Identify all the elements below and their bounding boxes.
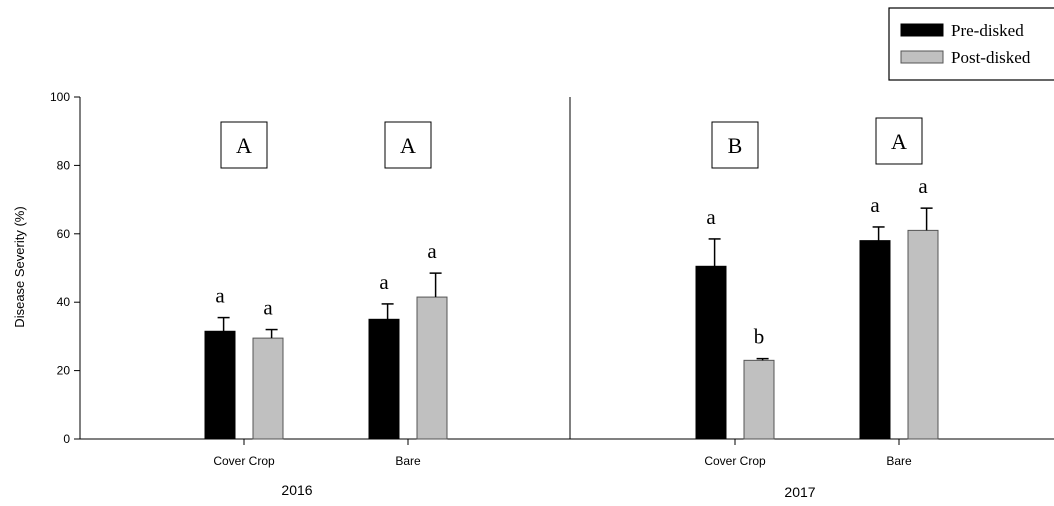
significance-letter: a: [215, 284, 225, 308]
legend: Pre-disked Post-disked: [888, 7, 1054, 81]
y-tick-label: 100: [50, 90, 70, 104]
significance-letter: a: [379, 270, 389, 294]
group-letter-box: [711, 121, 759, 169]
legend-box: [888, 7, 1054, 81]
bar: [695, 265, 727, 440]
significance-letter: a: [870, 193, 880, 217]
bar: [743, 359, 775, 440]
bars: [204, 207, 939, 440]
legend-label: Pre-disked: [951, 21, 1024, 40]
group-letter-box: [220, 121, 268, 169]
y-tick-label: 20: [57, 364, 71, 378]
panel-label: 2017: [784, 484, 815, 500]
y-tick-label: 60: [57, 227, 71, 241]
y-tick-label: 40: [57, 295, 71, 309]
labels: Cover Crop Aa a Bare Aa a 2016 Cover Crop Ba b Bar…: [213, 117, 928, 500]
x-tick-label: Cover Crop: [704, 454, 766, 468]
bar: [907, 229, 939, 440]
legend-swatch: [900, 23, 944, 37]
panel-label: 2016: [281, 482, 312, 498]
axes: 0 20 40 60 80 100: [50, 90, 1054, 446]
x-tick-label: Bare: [886, 454, 912, 468]
group-letter: B: [728, 133, 743, 158]
x-tick-label: Bare: [395, 454, 421, 468]
legend-label: Post-disked: [951, 48, 1031, 67]
y-tick-label: 80: [57, 158, 71, 172]
significance-letter: b: [754, 325, 765, 349]
group-letter: A: [236, 133, 252, 158]
significance-letter: a: [918, 174, 928, 198]
significance-letter: a: [427, 239, 437, 263]
group-letter: A: [891, 129, 907, 154]
group-letter-box: [384, 121, 432, 169]
legend-swatch: [900, 50, 944, 64]
bar: [859, 240, 891, 440]
bar: [416, 296, 448, 440]
group-letter: A: [400, 133, 416, 158]
significance-letter: a: [706, 205, 716, 229]
bar: [368, 318, 400, 440]
x-tick-label: Cover Crop: [213, 454, 275, 468]
y-tick-label: 0: [63, 432, 70, 446]
bar: [204, 330, 236, 440]
significance-letter: a: [263, 296, 273, 320]
y-axis-label: Disease Severity (%): [12, 206, 27, 327]
bar: [252, 337, 284, 440]
group-letter-box: [875, 117, 923, 165]
